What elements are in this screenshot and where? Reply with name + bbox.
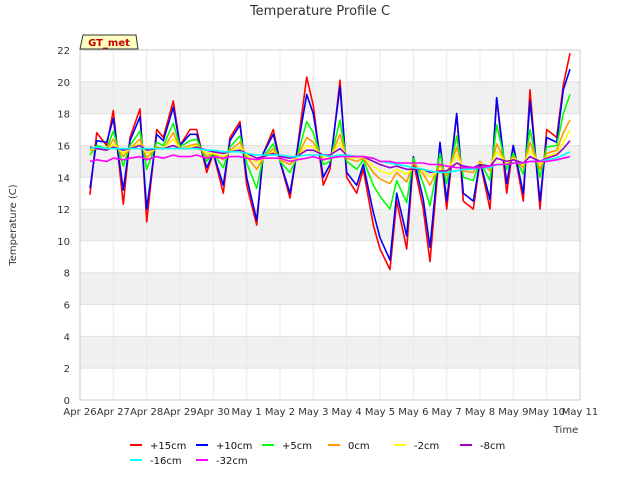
legend-label: -8cm: [480, 441, 505, 452]
x-tick-label: May 5: [365, 407, 395, 418]
y-tick-label: 10: [57, 237, 70, 248]
grid-band: [80, 209, 580, 241]
y-tick-label: 0: [64, 396, 70, 407]
x-tick-label: May 9: [498, 407, 528, 418]
x-tick-label: May 6: [398, 407, 428, 418]
y-tick-label: 14: [57, 173, 70, 184]
legend: +15cm +10cm +5cm 0cm -2cm -8cm -16cm -32cm: [130, 441, 505, 467]
x-tick-label: May 7: [432, 407, 462, 418]
legend-label: -32cm: [216, 456, 248, 467]
y-tick-label: 20: [57, 78, 70, 89]
x-tick-label: Apr 29: [163, 407, 196, 418]
x-tick-label: Apr 26: [63, 407, 96, 418]
legend-label: -2cm: [414, 441, 439, 452]
annotation-label: GT_met: [88, 38, 130, 49]
plot-frame: [79, 49, 581, 401]
y-axis-ticks: 0 2 4 6 8 10 12 14 16 18 20 22: [57, 46, 70, 407]
y-tick-label: 18: [57, 110, 70, 121]
annotation-box: GT_met: [79, 34, 139, 50]
legend-label: 0cm: [348, 441, 370, 452]
x-tick-label: May 8: [465, 407, 495, 418]
x-axis-label: Time: [553, 425, 578, 436]
grid-bands: [80, 81, 580, 369]
y-axis-label: Temperature (C): [8, 184, 19, 266]
y-tick-label: 2: [64, 364, 70, 375]
series-line: [89, 146, 571, 174]
x-tick-label: May 11: [562, 407, 599, 418]
y-tick-label: 4: [64, 332, 70, 343]
y-tick-label: 22: [57, 46, 70, 57]
x-tick-label: Apr 27: [97, 407, 130, 418]
y-tick-label: 8: [64, 269, 70, 280]
x-tick-label: May 4: [332, 407, 362, 418]
legend-label: +15cm: [150, 441, 186, 452]
y-tick-label: 12: [57, 205, 70, 216]
legend-label: +5cm: [282, 441, 312, 452]
x-tick-label: May 1: [232, 407, 262, 418]
series-lines: [89, 53, 571, 271]
y-tick-label: 6: [64, 301, 70, 312]
legend-label: +10cm: [216, 441, 252, 452]
series-line: [89, 154, 571, 169]
series-line: [89, 140, 571, 174]
x-tick-label: May 2: [265, 407, 295, 418]
x-axis-ticks: Apr 26 Apr 27 Apr 28 Apr 29 Apr 30 May 1 May 2…: [63, 407, 598, 418]
y-tick-label: 16: [57, 141, 70, 152]
x-tick-label: May 3: [298, 407, 328, 418]
grid-band: [80, 336, 580, 369]
x-tick-label: Apr 30: [197, 407, 230, 418]
x-tick-label: Apr 28: [130, 407, 163, 418]
grid-band: [80, 272, 580, 305]
legend-label: -16cm: [150, 456, 182, 467]
x-tick-label: May 10: [528, 407, 565, 418]
grid-band: [80, 81, 580, 114]
chart-title: Temperature Profile C: [249, 4, 390, 19]
